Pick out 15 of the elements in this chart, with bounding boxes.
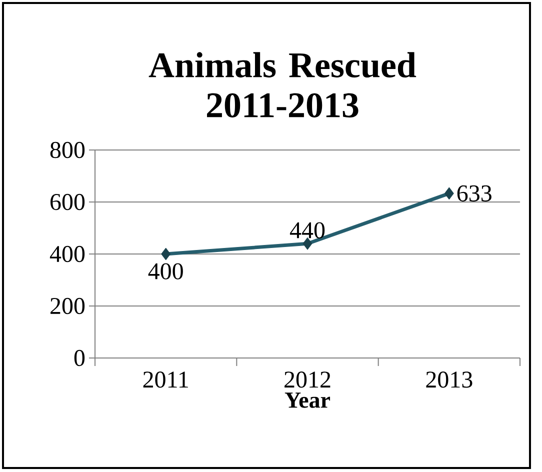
data-label: 440 [290, 222, 325, 238]
x-tick-label: 2011 [143, 372, 188, 388]
y-tick-label: 800 [50, 142, 85, 158]
point [161, 248, 171, 260]
y-tick-label: 200 [50, 298, 85, 314]
y-tick-label: 600 [50, 194, 85, 210]
y-tick-label: 400 [50, 246, 85, 262]
point [444, 187, 454, 200]
x-tick-label: 2012 [284, 372, 330, 388]
data-label: 633 [457, 185, 492, 202]
y-tick-label: 0 [74, 350, 85, 366]
x-axis-title: Year [284, 392, 330, 408]
data-label: 400 [148, 263, 183, 280]
x-tick-label: 2013 [426, 372, 472, 388]
chart-title: Animals Rescued 2011-2013 [148, 52, 416, 118]
